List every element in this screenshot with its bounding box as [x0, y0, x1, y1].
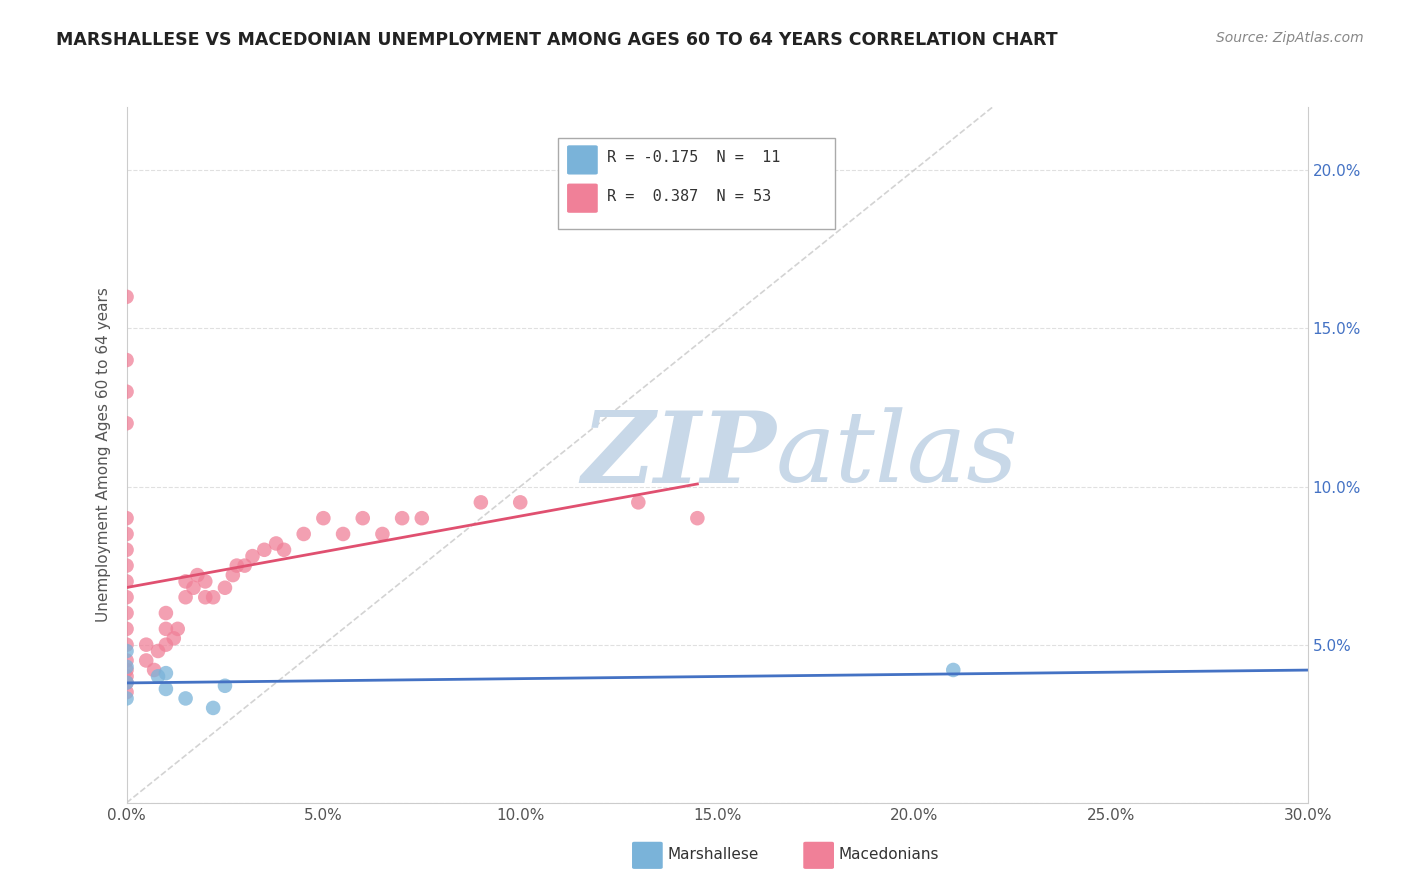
Point — [146, 644, 169, 658]
Point — [115, 675, 138, 690]
Point — [332, 527, 354, 541]
FancyBboxPatch shape — [567, 145, 598, 175]
Point — [292, 527, 315, 541]
Text: R =  0.387  N = 53: R = 0.387 N = 53 — [607, 188, 772, 203]
Point — [242, 549, 264, 563]
Point — [391, 511, 413, 525]
Point — [115, 384, 138, 399]
Point — [115, 638, 138, 652]
Point — [155, 606, 177, 620]
Text: ZIP: ZIP — [581, 407, 776, 503]
FancyBboxPatch shape — [567, 184, 598, 213]
Point — [371, 527, 394, 541]
Point — [115, 685, 138, 699]
Point — [202, 701, 225, 715]
FancyBboxPatch shape — [803, 842, 834, 869]
Point — [115, 574, 138, 589]
Point — [115, 558, 138, 573]
Point — [135, 638, 157, 652]
Point — [273, 542, 295, 557]
Point — [225, 558, 247, 573]
Point — [264, 536, 287, 550]
Point — [627, 495, 650, 509]
Point — [115, 675, 138, 690]
Text: Marshallese: Marshallese — [668, 847, 759, 863]
Point — [253, 542, 276, 557]
Point — [174, 691, 197, 706]
Point — [194, 574, 217, 589]
Point — [115, 511, 138, 525]
Text: R = -0.175  N =  11: R = -0.175 N = 11 — [607, 151, 780, 165]
Point — [163, 632, 186, 646]
Point — [146, 669, 169, 683]
Point — [470, 495, 492, 509]
Point — [155, 622, 177, 636]
Point — [686, 511, 709, 525]
FancyBboxPatch shape — [633, 842, 662, 869]
Text: Macedonians: Macedonians — [839, 847, 939, 863]
Point — [352, 511, 374, 525]
Point — [411, 511, 433, 525]
Point — [115, 290, 138, 304]
FancyBboxPatch shape — [558, 138, 835, 229]
Point — [115, 622, 138, 636]
Point — [233, 558, 256, 573]
Point — [115, 691, 138, 706]
Point — [509, 495, 531, 509]
Point — [202, 591, 225, 605]
Point — [214, 679, 236, 693]
Point — [174, 574, 197, 589]
Point — [115, 606, 138, 620]
Y-axis label: Unemployment Among Ages 60 to 64 years: Unemployment Among Ages 60 to 64 years — [96, 287, 111, 623]
Point — [135, 653, 157, 667]
Point — [115, 542, 138, 557]
Point — [115, 353, 138, 368]
Text: MARSHALLESE VS MACEDONIAN UNEMPLOYMENT AMONG AGES 60 TO 64 YEARS CORRELATION CHA: MARSHALLESE VS MACEDONIAN UNEMPLOYMENT A… — [56, 31, 1057, 49]
Point — [155, 638, 177, 652]
Point — [115, 644, 138, 658]
Point — [155, 681, 177, 696]
Point — [115, 663, 138, 677]
Text: atlas: atlas — [776, 408, 1019, 502]
Point — [186, 568, 208, 582]
Point — [214, 581, 236, 595]
Point — [115, 660, 138, 674]
Text: Source: ZipAtlas.com: Source: ZipAtlas.com — [1216, 31, 1364, 45]
Point — [174, 591, 197, 605]
Point — [115, 653, 138, 667]
Point — [155, 666, 177, 681]
Point — [222, 568, 245, 582]
Point — [942, 663, 965, 677]
Point — [143, 663, 166, 677]
Point — [115, 591, 138, 605]
Point — [194, 591, 217, 605]
Point — [115, 527, 138, 541]
Point — [115, 669, 138, 683]
Point — [166, 622, 188, 636]
Point — [312, 511, 335, 525]
Point — [115, 417, 138, 431]
Point — [183, 581, 205, 595]
